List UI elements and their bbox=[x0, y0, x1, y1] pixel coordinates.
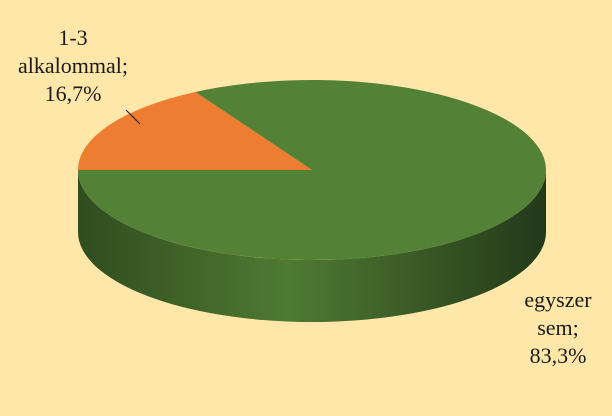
slice-label-egyszer-sem: egyszer sem; 83,3% bbox=[505, 286, 611, 370]
pie-slice-1-3-alkalommal bbox=[78, 91, 312, 170]
slice-label-line: 83,3% bbox=[529, 343, 587, 368]
pie-side-wall bbox=[78, 170, 546, 322]
pie-slice-egyszer-sem bbox=[78, 79, 546, 260]
leader-line bbox=[125, 109, 141, 125]
pie-side-face bbox=[78, 170, 546, 322]
slice-label-line: 16,7% bbox=[44, 81, 102, 106]
pie-top-face bbox=[78, 79, 546, 260]
slice-label-line: sem; bbox=[537, 315, 579, 340]
slice-label-1-3-alkalommal: 1-3 alkalommal; 16,7% bbox=[8, 24, 138, 108]
slice-label-line: egyszer bbox=[524, 287, 592, 312]
slice-label-line: 1-3 bbox=[58, 25, 88, 50]
slice-label-line: alkalommal; bbox=[18, 53, 128, 78]
